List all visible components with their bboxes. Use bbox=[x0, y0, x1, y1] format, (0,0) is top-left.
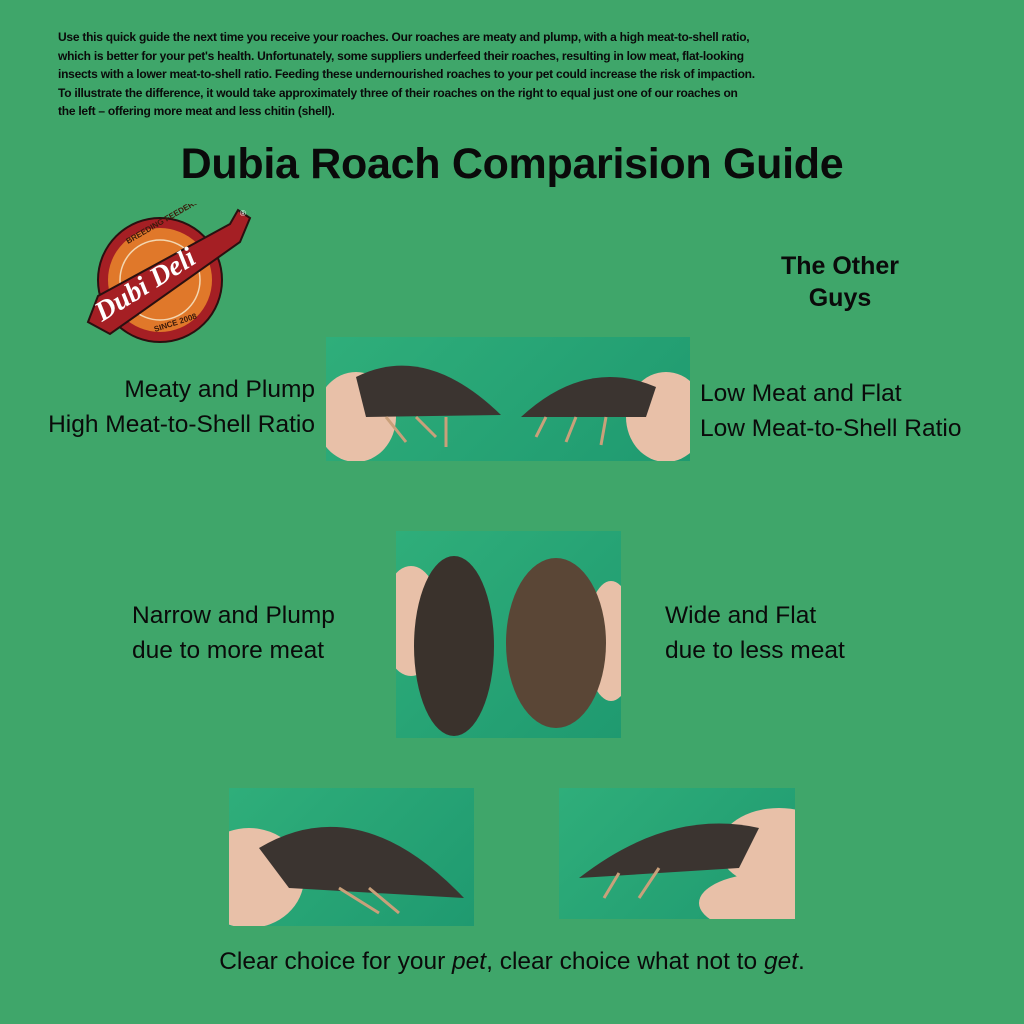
dubi-deli-logo: BREEDING FEEDERS SINCE 2008 Dubi Deli ® bbox=[86, 204, 252, 343]
side-view-right-label: Low Meat and Flat Low Meat-to-Shell Rati… bbox=[700, 376, 961, 446]
label-line: Low Meat and Flat bbox=[700, 380, 902, 407]
other-guys-line: The Other bbox=[780, 252, 900, 280]
caption: Clear choice for your pet, clear choice … bbox=[0, 948, 1024, 976]
other-roach-closeup-photo bbox=[559, 788, 795, 919]
other-guys-line: Guys bbox=[808, 284, 872, 312]
svg-text:®: ® bbox=[240, 209, 246, 218]
label-line: due to more meat bbox=[132, 637, 325, 664]
roach-top-illustration bbox=[396, 556, 621, 736]
label-line: Wide and Flat bbox=[665, 602, 817, 629]
caption-text: . bbox=[798, 948, 805, 975]
side-view-left-label: Meaty and Plump High Meat-to-Shell Ratio bbox=[48, 372, 315, 442]
caption-text: , clear choice what not to bbox=[486, 948, 764, 975]
label-line: High Meat-to-Shell Ratio bbox=[48, 411, 315, 438]
intro-paragraph: Use this quick guide the next time you r… bbox=[58, 28, 968, 121]
caption-emphasis: get bbox=[763, 948, 798, 975]
label-line: due to less meat bbox=[665, 637, 845, 664]
roach-closeup-illustration bbox=[579, 808, 795, 919]
caption-text: Clear choice for your bbox=[219, 948, 453, 975]
intro-line: the left – offering more meat and less c… bbox=[58, 104, 335, 118]
intro-line: which is better for your pet's health. U… bbox=[58, 48, 744, 63]
roach-closeup-illustration bbox=[229, 826, 464, 926]
page-title: Dubia Roach Comparision Guide bbox=[180, 140, 844, 188]
other-guys-heading: The Other Guys bbox=[740, 250, 940, 314]
our-roach-closeup-photo bbox=[229, 788, 474, 926]
caption-emphasis: pet bbox=[452, 948, 487, 975]
roach-side-illustration bbox=[326, 365, 690, 461]
top-view-photo bbox=[396, 531, 621, 738]
intro-line: Use this quick guide the next time you r… bbox=[58, 30, 750, 44]
intro-line: To illustrate the difference, it would t… bbox=[58, 85, 738, 100]
side-view-photo bbox=[326, 337, 690, 461]
intro-line: insects with a lower meat-to-shell ratio… bbox=[58, 67, 755, 81]
top-view-left-label: Narrow and Plump due to more meat bbox=[132, 598, 335, 668]
label-line: Meaty and Plump bbox=[124, 376, 315, 403]
label-line: Low Meat-to-Shell Ratio bbox=[700, 415, 962, 442]
label-line: Narrow and Plump bbox=[132, 602, 335, 629]
top-view-right-label: Wide and Flat due to less meat bbox=[665, 598, 845, 668]
